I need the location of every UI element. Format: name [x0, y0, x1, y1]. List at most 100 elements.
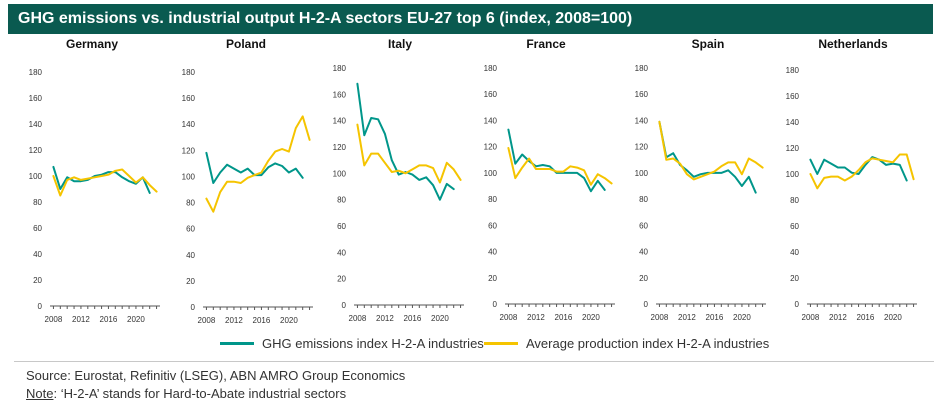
y-tick-label: 20 [186, 277, 195, 286]
x-tick-label: 2008 [45, 315, 63, 324]
series-line-ghg-poland [205, 151, 304, 184]
series-line-production-poland [205, 115, 311, 213]
y-tick-label: 80 [186, 199, 195, 208]
y-tick-label: 0 [38, 302, 43, 311]
y-tick-label: 40 [337, 248, 346, 257]
x-tick-label: 2020 [127, 315, 145, 324]
y-tick-label: 20 [790, 274, 799, 283]
y-tick-label: 160 [333, 90, 347, 99]
y-tick-label: 0 [795, 300, 800, 309]
series-line-production-germany [52, 168, 158, 197]
y-tick-label: 160 [484, 90, 498, 99]
y-tick-label: 100 [333, 169, 347, 178]
legend-swatch-ghg [220, 342, 254, 345]
series-line-production-italy [356, 123, 462, 184]
series-line-production-france [507, 147, 613, 186]
panel-title-france: France [526, 37, 566, 51]
x-tick-label: 2016 [555, 313, 573, 322]
y-tick-label: 80 [337, 196, 346, 205]
chart-title: GHG emissions vs. industrial output H-2-… [8, 4, 933, 34]
panel-title-italy: Italy [388, 37, 412, 51]
y-tick-label: 40 [33, 250, 42, 259]
y-tick-label: 60 [33, 224, 42, 233]
y-tick-label: 80 [488, 195, 497, 204]
y-tick-label: 140 [635, 116, 649, 125]
y-tick-label: 20 [337, 275, 346, 284]
y-tick-label: 120 [635, 143, 649, 152]
series-line-production-netherlands [809, 153, 915, 190]
y-tick-label: 120 [484, 143, 498, 152]
x-tick-label: 2012 [829, 313, 847, 322]
y-tick-label: 160 [182, 94, 196, 103]
y-tick-label: 20 [488, 274, 497, 283]
x-tick-label: 2020 [733, 313, 751, 322]
y-tick-label: 0 [342, 301, 347, 310]
y-tick-label: 140 [484, 116, 498, 125]
x-tick-label: 2012 [225, 316, 243, 325]
y-tick-label: 60 [488, 221, 497, 230]
x-tick-label: 2012 [72, 315, 90, 324]
y-tick-label: 60 [639, 221, 648, 230]
y-tick-label: 160 [29, 94, 43, 103]
series-line-production-spain [658, 120, 764, 181]
y-tick-label: 180 [484, 64, 498, 73]
y-tick-label: 0 [191, 303, 196, 312]
y-tick-label: 120 [333, 143, 347, 152]
legend-item-production: Average production index H-2-A industrie… [484, 336, 769, 351]
divider [14, 361, 934, 362]
y-tick-label: 0 [493, 300, 498, 309]
x-tick-label: 2016 [857, 313, 875, 322]
legend-label-ghg: GHG emissions index H-2-A industries [262, 336, 484, 351]
y-tick-label: 60 [790, 222, 799, 231]
y-tick-label: 60 [337, 222, 346, 231]
panel-title-poland: Poland [226, 37, 266, 51]
y-tick-label: 100 [635, 169, 649, 178]
y-tick-label: 140 [29, 120, 43, 129]
x-tick-label: 2008 [500, 313, 518, 322]
y-tick-label: 80 [790, 196, 799, 205]
y-tick-label: 40 [790, 248, 799, 257]
y-tick-label: 100 [786, 170, 800, 179]
note-label: Note [26, 386, 54, 401]
y-tick-label: 80 [33, 198, 42, 207]
y-tick-label: 160 [786, 92, 800, 101]
y-tick-label: 100 [484, 169, 498, 178]
x-tick-label: 2016 [404, 314, 422, 323]
y-tick-label: 140 [786, 118, 800, 127]
y-tick-label: 100 [182, 172, 196, 181]
y-tick-label: 20 [33, 276, 42, 285]
x-tick-label: 2020 [431, 314, 449, 323]
x-tick-label: 2016 [100, 315, 118, 324]
y-tick-label: 180 [29, 68, 43, 77]
y-tick-label: 20 [639, 274, 648, 283]
x-tick-label: 2008 [349, 314, 367, 323]
legend-item-ghg: GHG emissions index H-2-A industries [220, 336, 484, 351]
y-tick-label: 100 [29, 172, 43, 181]
panel-title-germany: Germany [66, 37, 118, 51]
x-tick-label: 2016 [706, 313, 724, 322]
legend: GHG emissions index H-2-A industries Ave… [0, 336, 943, 354]
y-tick-label: 180 [635, 64, 649, 73]
x-tick-label: 2012 [678, 313, 696, 322]
y-tick-label: 120 [29, 146, 43, 155]
y-tick-label: 40 [488, 248, 497, 257]
x-tick-label: 2020 [884, 313, 902, 322]
y-tick-label: 160 [635, 90, 649, 99]
y-tick-label: 40 [639, 248, 648, 257]
y-tick-label: 180 [182, 68, 196, 77]
panel-title-spain: Spain [692, 37, 725, 51]
note: Note: ‘H-2-A’ stands for Hard-to-Abate i… [26, 386, 346, 401]
x-tick-label: 2012 [527, 313, 545, 322]
x-tick-label: 2020 [582, 313, 600, 322]
note-text: : ‘H-2-A’ stands for Hard-to-Abate indus… [53, 386, 347, 401]
x-tick-label: 2020 [280, 316, 298, 325]
y-tick-label: 120 [786, 144, 800, 153]
y-tick-label: 120 [182, 146, 196, 155]
y-tick-label: 80 [639, 195, 648, 204]
series-line-ghg-italy [356, 82, 455, 201]
series-line-ghg-france [507, 128, 606, 193]
series-line-ghg-netherlands [809, 156, 908, 182]
x-tick-label: 2008 [651, 313, 669, 322]
y-tick-label: 180 [333, 64, 347, 73]
